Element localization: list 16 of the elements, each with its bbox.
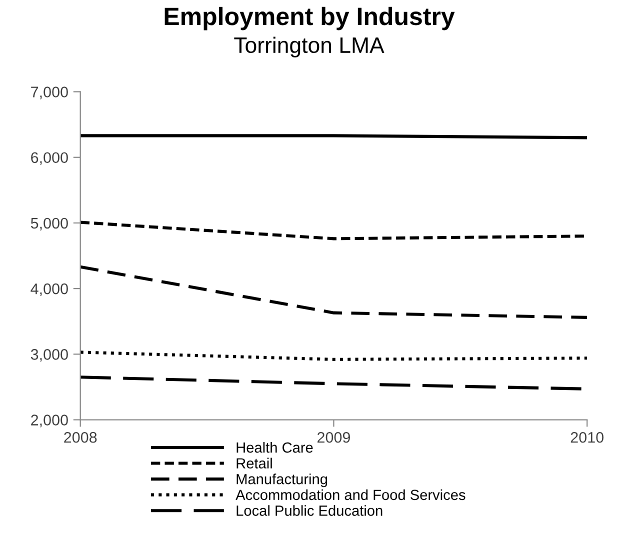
x-tick-label: 2008 — [64, 432, 97, 443]
y-tick-label: 6,000 — [31, 152, 68, 165]
chart-title: Employment by Industry — [164, 6, 455, 30]
x-tick-label: 2010 — [570, 432, 604, 443]
legend-label: Retail — [236, 458, 272, 469]
legend-label: Local Public Education — [236, 505, 382, 516]
legend-label: Health Care — [236, 442, 313, 453]
y-tick-label: 5,000 — [30, 218, 68, 230]
y-tick-label: 7,000 — [31, 86, 68, 100]
legend-label: Manufacturing — [236, 474, 328, 488]
y-tick-label: 3,000 — [30, 349, 68, 362]
chart-subtitle: Torrington LMA — [234, 36, 384, 58]
x-tick-label: 2009 — [317, 432, 350, 443]
y-tick-label: 4,000 — [30, 283, 68, 296]
y-tick-label: 2,000 — [31, 414, 68, 428]
legend-label: Accommodation and Food Services — [236, 489, 466, 500]
